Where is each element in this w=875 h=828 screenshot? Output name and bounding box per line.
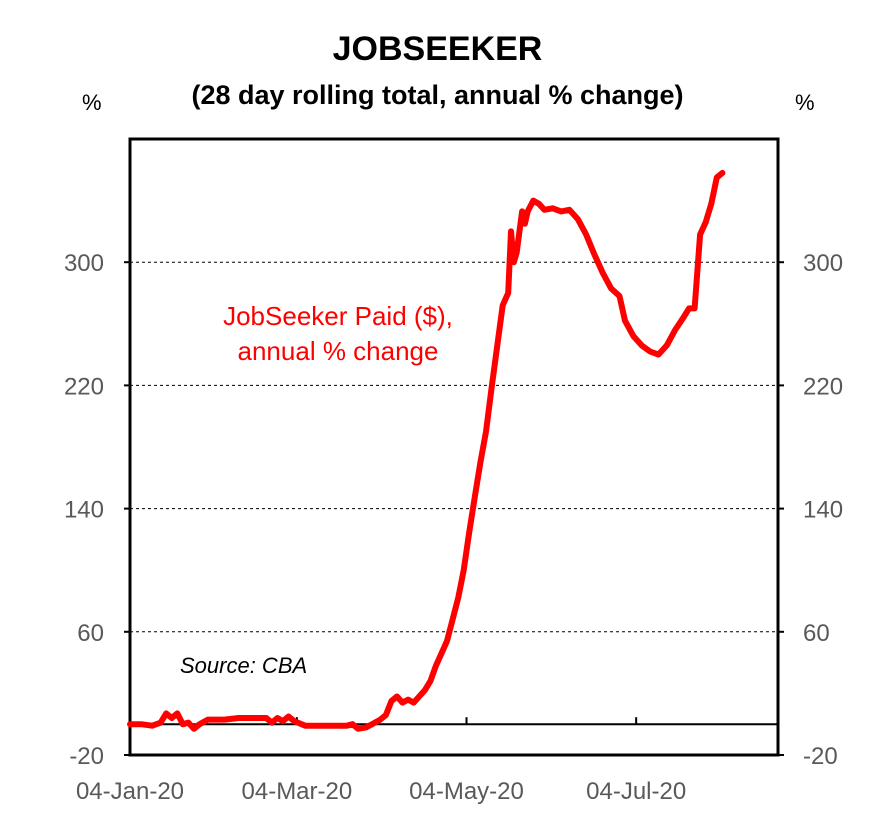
y-tick-label-left: 60 bbox=[77, 620, 104, 647]
y-tick-label-left: 140 bbox=[64, 497, 104, 524]
y-tick-label-right: 300 bbox=[803, 250, 843, 277]
axis-labels: -20 -20 60 60 140 140 220 220 300 300 04-Jan-20 04-… bbox=[64, 250, 843, 805]
axes bbox=[124, 261, 784, 756]
jobseeker-series-line bbox=[127, 169, 726, 732]
gridlines bbox=[130, 261, 778, 633]
y-tick-label-left: 220 bbox=[64, 373, 104, 400]
plot-area-frame bbox=[128, 137, 780, 757]
series-annotation-line-2: annual % change bbox=[238, 336, 439, 366]
chart-subtitle: (28 day rolling total, annual % change) bbox=[191, 80, 684, 110]
left-axis-unit: % bbox=[82, 90, 102, 115]
x-tick-label: 04-Jul-20 bbox=[586, 778, 686, 805]
right-axis-unit: % bbox=[795, 90, 815, 115]
x-tick-label: 04-May-20 bbox=[409, 778, 524, 805]
series-annotation-line-1: JobSeeker Paid ($), bbox=[223, 301, 453, 331]
y-tick-label-right: 220 bbox=[803, 373, 843, 400]
x-tick-label: 04-Jan-20 bbox=[76, 778, 184, 805]
x-tick-label: 04-Mar-20 bbox=[242, 778, 353, 805]
source-note: Source: CBA bbox=[180, 653, 307, 678]
chart-title: JOBSEEKER bbox=[332, 30, 543, 68]
y-tick-label-left: 300 bbox=[64, 250, 104, 277]
y-tick-label-left: -20 bbox=[69, 743, 104, 770]
y-tick-label-right: 140 bbox=[803, 497, 843, 524]
series-layer bbox=[127, 169, 726, 732]
y-tick-label-right: -20 bbox=[803, 743, 838, 770]
y-tick-label-right: 60 bbox=[803, 620, 830, 647]
